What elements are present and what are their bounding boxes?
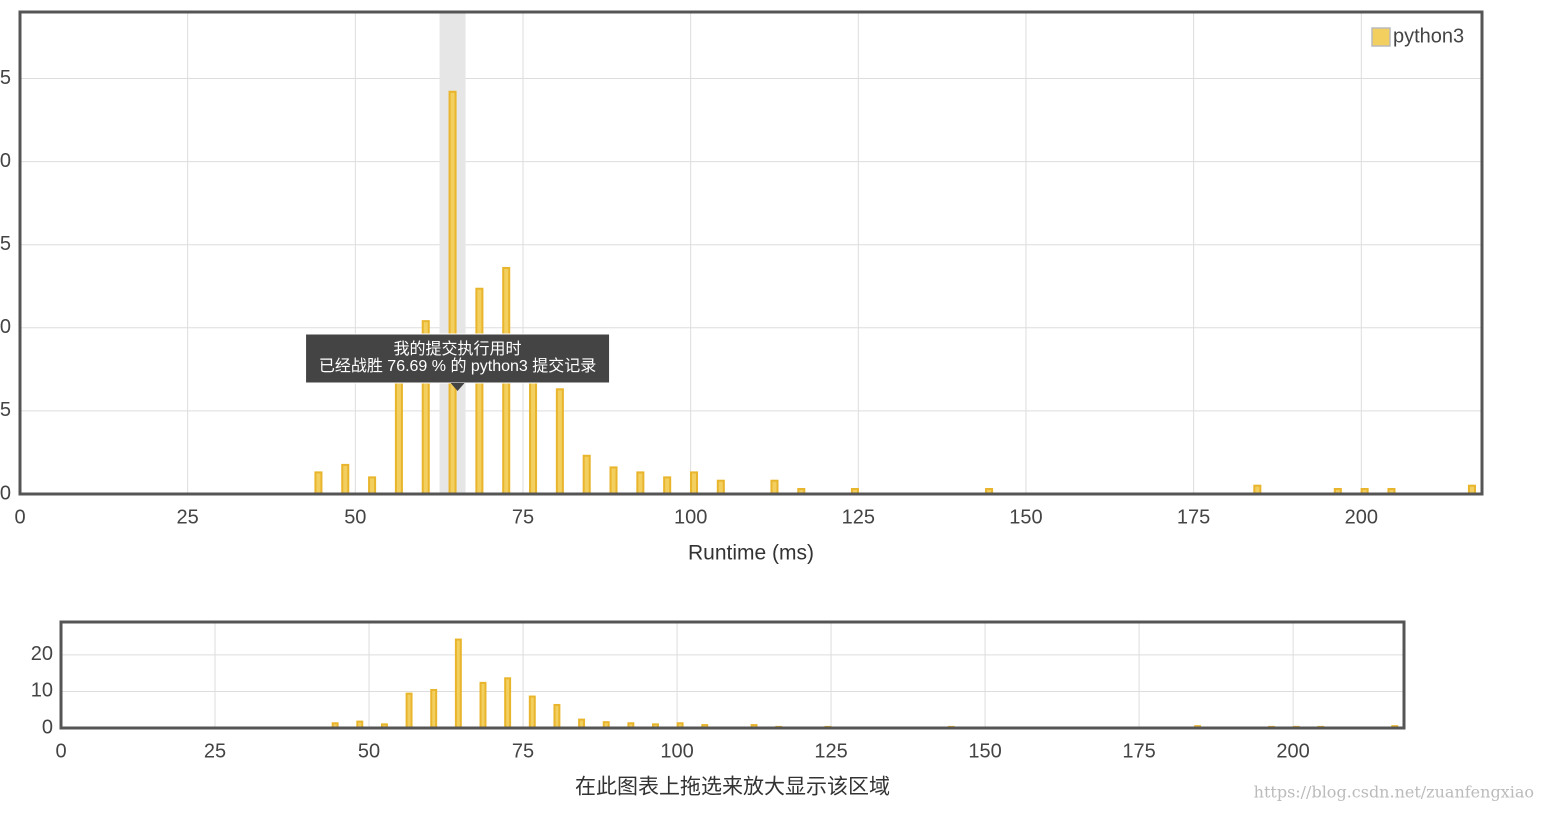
tooltip-box — [305, 333, 611, 384]
x-tick-label: 50 — [344, 506, 366, 528]
bar — [454, 638, 462, 729]
y-tick-label: 0 — [0, 482, 11, 504]
y-tick-label: 10 — [0, 316, 11, 338]
x-tick-label: 150 — [968, 740, 1001, 762]
x-tick-label: 75 — [512, 740, 534, 762]
bar — [528, 695, 536, 729]
bar — [430, 688, 438, 729]
bar — [553, 703, 561, 729]
watermark: https://blog.csdn.net/zuanfengxiao — [1254, 783, 1534, 802]
x-tick-label: 50 — [358, 740, 380, 762]
bar — [448, 90, 457, 496]
legend-label: python3 — [1393, 25, 1464, 47]
x-tick-label: 75 — [512, 506, 534, 528]
bar — [341, 463, 350, 495]
x-tick-label: 125 — [842, 506, 875, 528]
y-tick-label: 20 — [0, 150, 11, 172]
legend-swatch — [1371, 27, 1391, 47]
x-tick-label: 100 — [674, 506, 707, 528]
bar — [609, 466, 618, 495]
y-tick-label: 0 — [42, 716, 53, 738]
y-tick-label: 20 — [31, 643, 53, 665]
bar — [555, 388, 564, 495]
tooltip-arrow — [450, 383, 465, 391]
bar — [475, 287, 484, 496]
plot-frame — [18, 10, 1484, 496]
bar — [368, 476, 377, 495]
x-tick-label: 0 — [14, 506, 25, 528]
bar — [479, 681, 487, 730]
bar — [314, 471, 323, 495]
y-tick-label: 10 — [31, 680, 53, 702]
x-tick-label: 175 — [1122, 740, 1155, 762]
bar — [770, 479, 779, 496]
x-tick-label: 125 — [814, 740, 847, 762]
bar — [504, 677, 512, 730]
bar — [689, 471, 699, 495]
x-tick-label: 200 — [1276, 740, 1309, 762]
x-axis-title: 在此图表上拖选来放大显示该区域 — [575, 776, 890, 799]
y-tick-label: 15 — [0, 233, 11, 255]
bar — [582, 454, 591, 495]
bar — [663, 476, 672, 495]
y-tick-label: 5 — [0, 399, 11, 421]
x-tick-label: 25 — [204, 740, 226, 762]
x-tick-label: 25 — [177, 506, 199, 528]
bar — [405, 692, 413, 729]
tooltip-text: 我的提交执行用时 — [394, 340, 522, 358]
plot-frame — [59, 620, 1406, 730]
bar — [716, 479, 725, 496]
tooltip-text: 已经战胜 76.69 % 的 python3 提交记录 — [319, 357, 596, 375]
x-tick-label: 200 — [1345, 506, 1378, 528]
chart: 0 5 10 15 20 25 0 25 50 75 100 125 150 175 200 Runtime … — [0, 10, 1484, 565]
x-tick-label: 100 — [660, 740, 693, 762]
bar — [636, 471, 645, 495]
y-tick-label: 25 — [0, 67, 11, 89]
x-axis-title: Runtime (ms) — [688, 542, 814, 565]
x-tick-label: 150 — [1009, 506, 1042, 528]
x-tick-label: 175 — [1177, 506, 1210, 528]
x-tick-label: 0 — [55, 740, 66, 762]
